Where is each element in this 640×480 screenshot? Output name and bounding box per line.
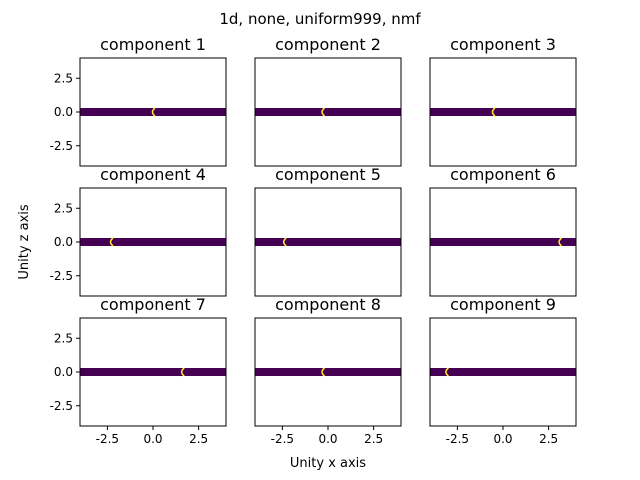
y-tick-label: 2.5 (54, 71, 73, 85)
x-tick-label: 2.5 (189, 432, 208, 446)
heatmap-band (255, 368, 401, 376)
subplot-6: component 6 (429, 165, 577, 297)
axes-frame (254, 187, 402, 297)
x-tick-label: -2.5 (446, 432, 469, 446)
y-tick-label: 2.5 (54, 201, 73, 215)
subplot-2: component 2 (254, 35, 402, 167)
y-tick-label: 2.5 (54, 331, 73, 345)
subplot-title: component 3 (450, 35, 556, 54)
x-tick-label: -2.5 (96, 432, 119, 446)
highlight-contour (321, 107, 326, 117)
y-tick-label: -2.5 (50, 399, 73, 413)
subplot-title: component 5 (275, 165, 381, 184)
y-tick-label: -2.5 (50, 139, 73, 153)
subplot-title: component 8 (275, 295, 381, 314)
subplot-4: component 4 2.5 0.0 -2.5 (50, 165, 227, 297)
heatmap-band (430, 238, 576, 246)
heatmap-band (430, 368, 576, 376)
subplot-grid: component 1 2.5 0.0 -2.5 component 2 componen… (50, 35, 577, 446)
highlight-contour (558, 237, 563, 247)
subplot-5: component 5 (254, 165, 402, 297)
y-tick-label: -2.5 (50, 269, 73, 283)
highlight-contour (445, 367, 449, 377)
figure-y-axis-label: Unity z axis (17, 204, 32, 280)
subplot-title: component 6 (450, 165, 556, 184)
axes-frame (429, 187, 577, 297)
heatmap-band (430, 108, 576, 116)
axes-frame (254, 57, 402, 167)
subplot-7: component 7 2.5 0.0 -2.5 -2.5 0.0 2.5 (50, 295, 227, 446)
highlight-contour (151, 107, 156, 117)
subplot-title: component 7 (100, 295, 206, 314)
highlight-contour (109, 237, 114, 247)
subplot-8: component 8 -2.5 0.0 2.5 (254, 295, 402, 446)
subplot-1: component 1 2.5 0.0 -2.5 (50, 35, 227, 167)
x-tick-label: 2.5 (364, 432, 383, 446)
figure-suptitle: 1d, none, uniform999, nmf (219, 10, 421, 28)
x-tick-label: 0.0 (143, 432, 162, 446)
y-tick-label: 0.0 (54, 365, 73, 379)
figure-x-axis-label: Unity x axis (290, 456, 366, 471)
highlight-contour (282, 237, 287, 247)
x-tick-label: 0.0 (493, 432, 512, 446)
subplot-title: component 1 (100, 35, 206, 54)
axes-frame (429, 57, 577, 167)
heatmap-band (80, 238, 226, 246)
heatmap-band (80, 368, 226, 376)
subplot-title: component 2 (275, 35, 381, 54)
subplot-9: component 9 -2.5 0.0 2.5 (429, 295, 577, 446)
x-tick-label: 2.5 (539, 432, 558, 446)
y-tick-label: 0.0 (54, 105, 73, 119)
highlight-contour (491, 107, 496, 117)
x-tick-label: 0.0 (318, 432, 337, 446)
x-tick-label: -2.5 (271, 432, 294, 446)
heatmap-band (255, 238, 401, 246)
subplot-title: component 9 (450, 295, 556, 314)
subplot-title: component 4 (100, 165, 206, 184)
subplot-3: component 3 (429, 35, 577, 167)
heatmap-band (255, 108, 401, 116)
highlight-contour (321, 367, 326, 377)
y-tick-label: 0.0 (54, 235, 73, 249)
highlight-contour (180, 367, 185, 377)
